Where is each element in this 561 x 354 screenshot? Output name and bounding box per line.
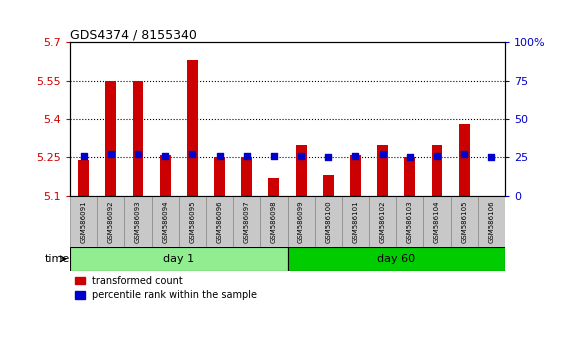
FancyBboxPatch shape: [233, 196, 260, 247]
Point: [242, 153, 251, 159]
FancyBboxPatch shape: [288, 247, 505, 271]
FancyBboxPatch shape: [125, 196, 151, 247]
Legend: transformed count, percentile rank within the sample: transformed count, percentile rank withi…: [75, 276, 257, 301]
Point: [324, 155, 333, 160]
FancyBboxPatch shape: [151, 196, 179, 247]
FancyBboxPatch shape: [342, 196, 369, 247]
Bar: [214, 158, 225, 196]
Bar: [132, 81, 144, 196]
Text: GDS4374 / 8155340: GDS4374 / 8155340: [70, 28, 197, 41]
Bar: [377, 145, 388, 196]
Point: [161, 153, 170, 159]
Bar: [350, 155, 361, 196]
FancyBboxPatch shape: [450, 196, 478, 247]
Point: [188, 152, 197, 157]
Point: [79, 153, 88, 159]
FancyBboxPatch shape: [260, 196, 288, 247]
Text: GSM586106: GSM586106: [488, 200, 494, 243]
Text: GSM586094: GSM586094: [162, 200, 168, 242]
FancyBboxPatch shape: [288, 196, 315, 247]
Text: time: time: [45, 254, 70, 264]
Bar: [187, 61, 198, 196]
FancyBboxPatch shape: [424, 196, 450, 247]
Text: GSM586091: GSM586091: [81, 200, 87, 243]
Point: [433, 153, 442, 159]
Bar: [79, 160, 89, 196]
FancyBboxPatch shape: [70, 247, 288, 271]
Text: GSM586093: GSM586093: [135, 200, 141, 243]
Bar: [323, 175, 334, 196]
Point: [297, 153, 306, 159]
Bar: [459, 124, 470, 196]
Point: [378, 152, 387, 157]
Text: GSM586103: GSM586103: [407, 200, 413, 243]
Text: GSM586105: GSM586105: [461, 200, 467, 242]
FancyBboxPatch shape: [369, 196, 396, 247]
Text: GSM586104: GSM586104: [434, 200, 440, 242]
Point: [459, 152, 468, 157]
Text: GSM586095: GSM586095: [190, 200, 195, 242]
Bar: [105, 81, 116, 196]
Point: [351, 153, 360, 159]
FancyBboxPatch shape: [179, 196, 206, 247]
Text: GSM586098: GSM586098: [271, 200, 277, 243]
Bar: [296, 145, 306, 196]
FancyBboxPatch shape: [97, 196, 125, 247]
FancyBboxPatch shape: [478, 196, 505, 247]
Text: GSM586096: GSM586096: [217, 200, 223, 243]
Point: [269, 153, 278, 159]
FancyBboxPatch shape: [70, 196, 97, 247]
FancyBboxPatch shape: [206, 196, 233, 247]
Point: [107, 152, 116, 157]
Bar: [160, 155, 171, 196]
Text: day 1: day 1: [163, 254, 194, 264]
Bar: [269, 178, 279, 196]
FancyBboxPatch shape: [315, 196, 342, 247]
Point: [215, 153, 224, 159]
Text: GSM586092: GSM586092: [108, 200, 114, 242]
Point: [405, 155, 414, 160]
Text: day 60: day 60: [377, 254, 415, 264]
Text: GSM586097: GSM586097: [243, 200, 250, 243]
Bar: [431, 145, 443, 196]
Text: GSM586099: GSM586099: [298, 200, 304, 243]
Bar: [241, 158, 252, 196]
FancyBboxPatch shape: [396, 196, 424, 247]
Bar: [404, 158, 415, 196]
Text: GSM586100: GSM586100: [325, 200, 332, 243]
Text: GSM586101: GSM586101: [352, 200, 358, 243]
Text: GSM586102: GSM586102: [380, 200, 385, 242]
Point: [487, 155, 496, 160]
Point: [134, 152, 142, 157]
